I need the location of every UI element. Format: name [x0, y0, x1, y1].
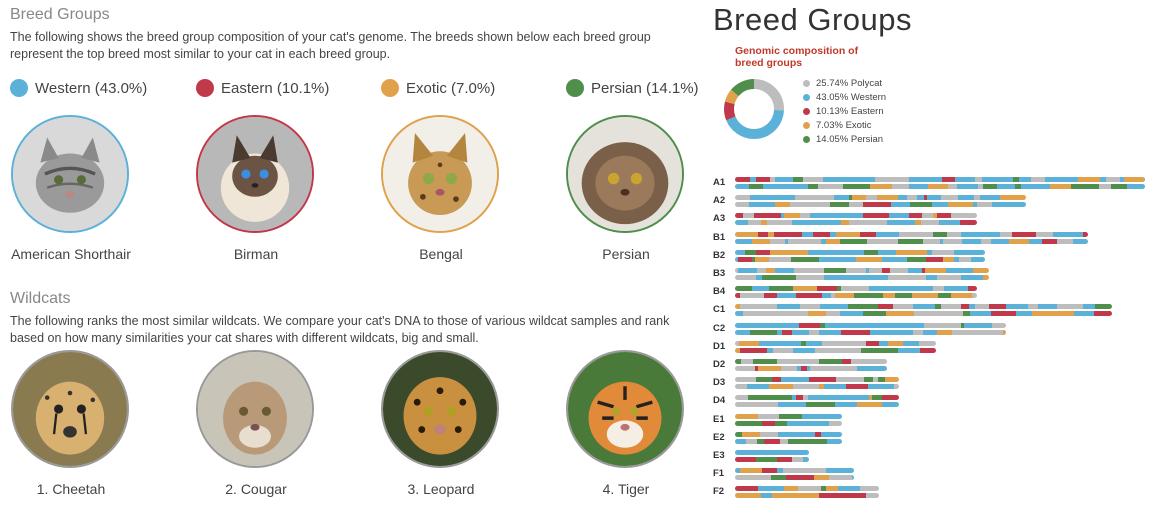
- persian-photo: [566, 115, 684, 233]
- breed-groups-description: The following shows the breed group comp…: [10, 30, 651, 61]
- chromosome-label: D4: [713, 395, 726, 407]
- chromosome-label: A2: [713, 195, 726, 207]
- chromosome-bars: [735, 359, 887, 371]
- chromosome-bars: [735, 286, 977, 299]
- chromosome-label: E1: [713, 413, 725, 425]
- legend-dot-icon: [803, 135, 810, 143]
- wildcats-description: The following ranks the most similar wil…: [10, 314, 670, 345]
- breed-caption-bengal: Bengal: [419, 246, 463, 262]
- donut-legend-item: 25.74% Polycat: [803, 76, 886, 90]
- chromosome-label: B3: [713, 268, 726, 279]
- chromosome-label: D3: [713, 377, 726, 389]
- chromosome-bars: [735, 413, 842, 426]
- legend-exotic: Exotic (7.0%): [381, 78, 495, 98]
- panel-title: Breed Groups: [713, 2, 912, 37]
- donut-title: Genomic composition of breed groups: [735, 45, 859, 69]
- chromosome-label: B4: [713, 286, 726, 298]
- donut-segment-1: [724, 79, 784, 139]
- chromosome-label: C1: [713, 304, 726, 316]
- chromosome-bars: [735, 377, 899, 390]
- birman-photo: [196, 115, 314, 233]
- donut-legend-label: 25.74% Polycat: [816, 77, 883, 89]
- chromosome-bars: [735, 213, 977, 226]
- persian-dot-icon: [566, 79, 584, 97]
- chromosome-label: A3: [713, 213, 726, 225]
- breed-report-left-column: Breed Groups The following shows the bre…: [10, 6, 699, 497]
- legend-exotic-label: Exotic (7.0%): [406, 79, 496, 97]
- wildcat-caption-cougar: 2. Cougar: [225, 481, 287, 497]
- legend-western: Western (43.0%): [10, 78, 147, 98]
- legend-dot-icon: [803, 121, 810, 129]
- chromosome-label: C2: [713, 322, 726, 334]
- donut-legend-item: 14.05% Persian: [803, 132, 886, 146]
- chromosome-label: F2: [713, 486, 725, 498]
- chromosome-bars: [735, 395, 899, 408]
- breed-caption-american-shorthair: American Shorthair: [11, 246, 131, 262]
- donut-legend: 25.74% Polycat 43.05% Western 10.13% Easte…: [803, 76, 886, 146]
- donut-legend-label: 43.05% Western: [816, 91, 887, 103]
- breed-groups-heading: Breed Groups: [10, 6, 110, 23]
- bengal-photo: [381, 115, 499, 233]
- exotic-dot-icon: [381, 79, 399, 97]
- chromosome-bars: [735, 340, 936, 353]
- wildcat-caption-leopard: 3. Leopard: [407, 481, 475, 497]
- breed-caption-birman: Birman: [233, 246, 279, 262]
- chromosome-bars: [735, 486, 879, 499]
- legend-persian: Persian (14.1%): [566, 78, 699, 98]
- wildcats-heading: Wildcats: [10, 290, 71, 307]
- chromosome-bars: [735, 195, 1026, 208]
- legend-eastern-label: Eastern (10.1%): [221, 79, 330, 97]
- tiger-photo: [566, 350, 684, 468]
- chromosome-label: A1: [713, 177, 726, 188]
- chromosome-bars: [735, 231, 1088, 244]
- donut-legend-label: 14.05% Persian: [816, 133, 884, 145]
- donut-legend-label: 10.13% Eastern: [816, 105, 884, 117]
- chromosome-bars: [735, 431, 842, 444]
- chromosome-bars: [735, 177, 1145, 189]
- legend-persian-label: Persian (14.1%): [591, 79, 699, 97]
- american-shorthair-photo: [11, 115, 129, 233]
- legend-western-label: Western (43.0%): [35, 79, 148, 97]
- legend-dot-icon: [803, 79, 810, 87]
- donut-segment-4: [724, 79, 784, 139]
- genomic-composition-donut: [724, 79, 784, 139]
- donut-legend-label: 7.03% Exotic: [816, 119, 872, 131]
- chromosome-label: E2: [713, 431, 725, 443]
- chromosome-bars: [735, 249, 985, 262]
- cougar-photo: [196, 350, 314, 468]
- breed-caption-persian: Persian: [602, 246, 650, 262]
- western-dot-icon: [10, 79, 28, 97]
- donut-legend-item: 10.13% Eastern: [803, 104, 886, 118]
- chromosome-label: D2: [713, 359, 726, 370]
- donut-legend-item: 43.05% Western: [803, 90, 886, 104]
- chromosome-bars: [735, 468, 854, 481]
- chromosome-label: B1: [713, 231, 726, 243]
- chromosome-label: D1: [713, 340, 726, 352]
- chromosome-bars: [735, 268, 989, 280]
- chromosome-bars: [735, 450, 809, 462]
- chromosome-label: B2: [713, 249, 726, 261]
- chromosome-bars: [735, 304, 1112, 317]
- donut-legend-item: 7.03% Exotic: [803, 118, 886, 132]
- chromosome-label: E3: [713, 450, 725, 461]
- legend-eastern: Eastern (10.1%): [196, 78, 329, 98]
- wildcat-caption-cheetah: 1. Cheetah: [36, 481, 106, 497]
- chromosome-label: F1: [713, 468, 725, 480]
- leopard-photo: [381, 350, 499, 468]
- cheetah-photo: [11, 350, 129, 468]
- wildcat-caption-tiger: 4. Tiger: [602, 481, 650, 497]
- legend-dot-icon: [803, 107, 810, 115]
- breed-groups-panel: Breed Groups Genomic composition of bree…: [705, 0, 1159, 513]
- legend-dot-icon: [803, 93, 810, 101]
- chromosome-bars: [735, 322, 1006, 335]
- donut-segment-2: [724, 79, 784, 139]
- eastern-dot-icon: [196, 79, 214, 97]
